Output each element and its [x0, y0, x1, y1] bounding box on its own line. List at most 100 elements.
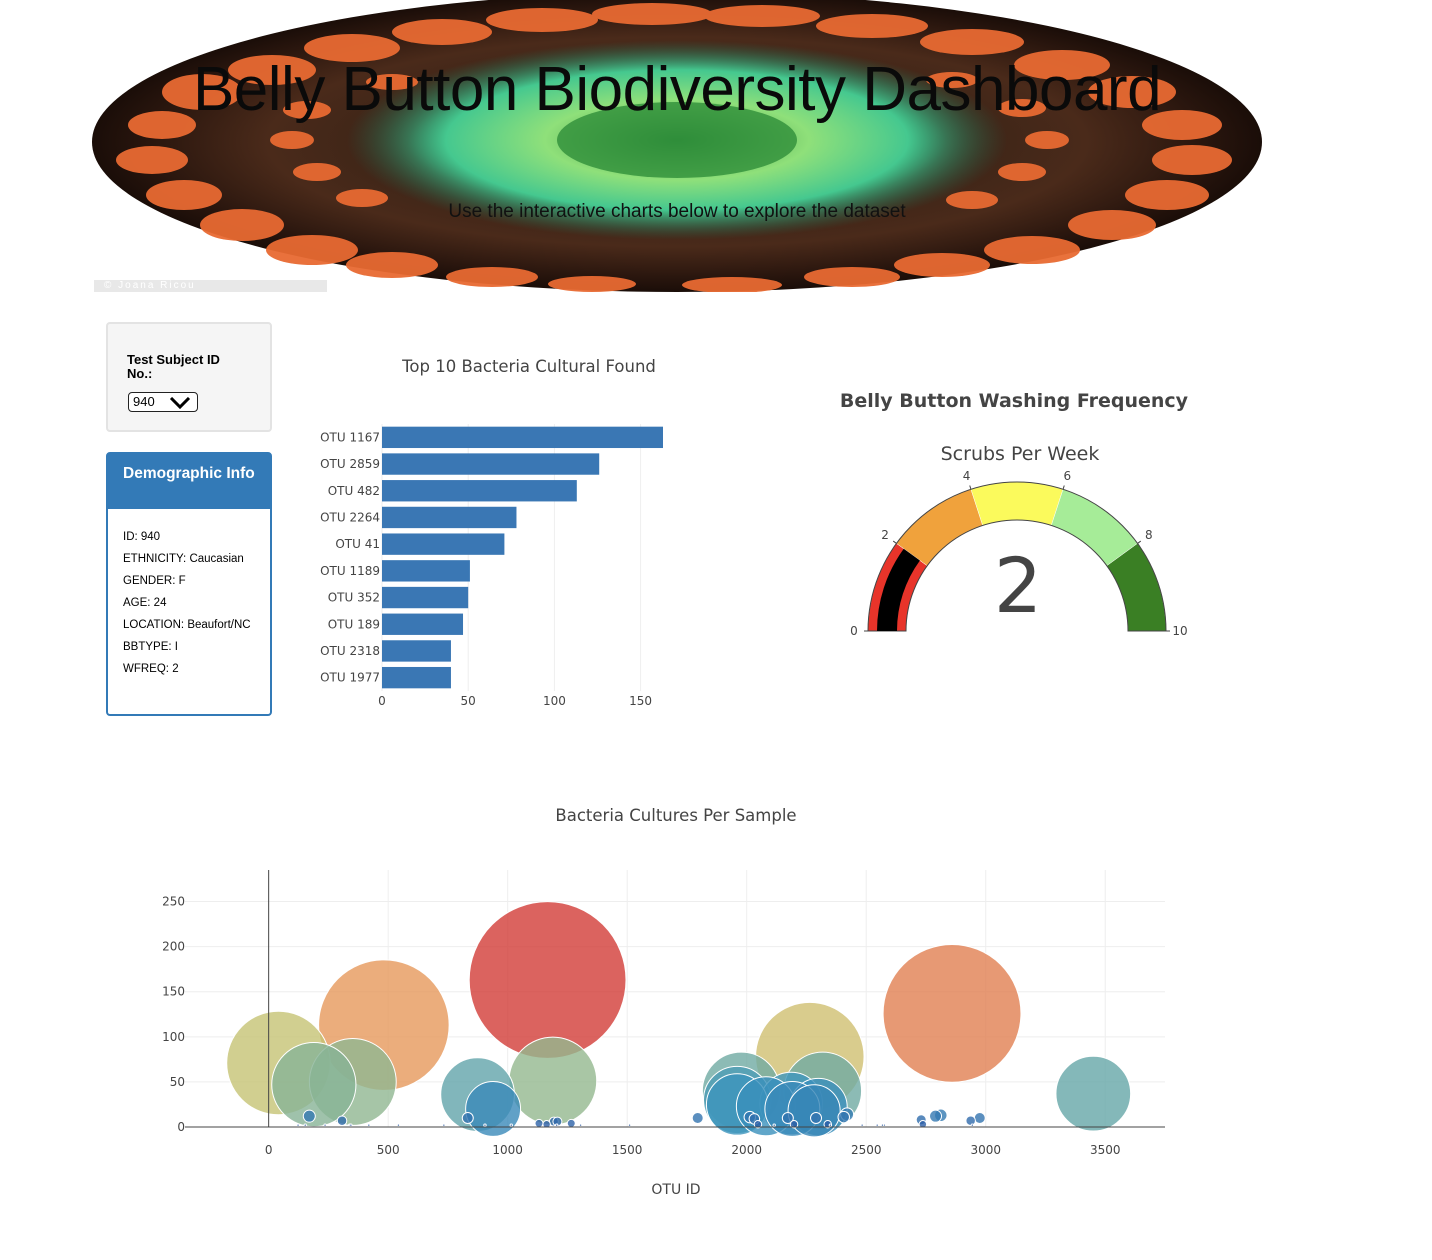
bar-chart-y-labels: OTU 1167 OTU 2859 OTU 482 OTU 2264 OTU 41 OTU… — [320, 430, 380, 684]
gauge-tick-label: 2 — [881, 528, 889, 542]
bubble-point — [781, 1111, 794, 1124]
bubble-x-axis-label: OTU ID — [651, 1182, 700, 1198]
bar — [382, 640, 451, 662]
bubble-point — [349, 1123, 353, 1127]
bubble-point — [973, 1111, 986, 1124]
bubble-point — [627, 1123, 632, 1127]
bar — [382, 506, 517, 529]
bubble-y-tick-label: 250 — [162, 895, 185, 909]
bubble-y-tick-label: 200 — [162, 940, 185, 954]
gauge-tick-label: 10 — [1172, 624, 1187, 638]
bubble-point — [965, 1115, 976, 1126]
chevron-down-icon — [169, 396, 191, 413]
gauge-step — [970, 481, 1064, 526]
petri-dish-image — [92, 0, 1262, 292]
bubble-point — [336, 1115, 348, 1126]
bubble-x-tick-label: 2000 — [731, 1143, 762, 1157]
bubble-point — [810, 1111, 823, 1124]
bubble-point — [860, 1123, 864, 1127]
demographic-ethnicity: ETHNICITY: Caucasian — [123, 553, 244, 565]
subject-id-dropdown[interactable]: 940 — [128, 392, 198, 412]
bar-x-tick-label: 150 — [629, 694, 652, 708]
washing-frequency-gauge[interactable]: Belly Button Washing Frequency Scrubs Pe… — [820, 380, 1220, 660]
bar — [382, 560, 470, 582]
bar-x-tick-label: 50 — [461, 694, 476, 708]
bubble-point — [789, 1120, 799, 1129]
bubble-point — [396, 1123, 401, 1127]
bubble-x-tick-label: 3500 — [1090, 1143, 1121, 1157]
bubble-y-tick-label: 100 — [162, 1030, 185, 1044]
gauge-tick-label: 4 — [963, 469, 971, 483]
gauge-title: Belly Button Washing Frequency — [840, 390, 1189, 412]
bubble-point — [880, 1123, 885, 1127]
gauge-subtitle: Scrubs Per Week — [941, 443, 1100, 465]
bar — [382, 613, 464, 635]
bar-y-tick-label: OTU 1977 — [320, 671, 380, 685]
bar — [382, 426, 663, 449]
bubble-point — [465, 1081, 522, 1137]
bar-chart-bars — [382, 426, 663, 689]
subject-selector-label: Test Subject ID No.: — [127, 352, 220, 381]
bubble-point — [691, 1111, 704, 1124]
bubble-point — [442, 1123, 446, 1127]
bubble-point — [828, 1123, 833, 1127]
bubble-y-tick-label: 150 — [162, 985, 185, 999]
demographic-info-heading: Demographic Info — [108, 454, 270, 509]
top-bacteria-bar-chart[interactable]: Top 10 Bacteria Cultural Found OTU 1167O… — [300, 340, 700, 720]
demographic-age: AGE: 24 — [123, 597, 167, 609]
gauge-value-bar — [877, 548, 920, 631]
bar — [382, 666, 451, 689]
gauge-tick-label: 8 — [1145, 528, 1153, 542]
bar-y-tick-label: OTU 1189 — [320, 564, 380, 578]
bar-x-tick-label: 0 — [378, 694, 386, 708]
subject-selector-panel: Test Subject ID No.: 940 — [106, 322, 272, 432]
bubble-point — [534, 1118, 544, 1128]
bar-y-tick-label: OTU 189 — [328, 617, 380, 631]
page-subtitle: Use the interactive charts below to expl… — [448, 201, 906, 222]
bubble-x-tick-label: 500 — [377, 1143, 400, 1157]
bubble-point — [302, 1109, 316, 1123]
bubble-point — [461, 1111, 474, 1124]
demographic-bbtype: BBTYPE: I — [123, 641, 178, 653]
bar-y-tick-label: OTU 2264 — [320, 510, 380, 524]
demographic-id: ID: 940 — [123, 531, 161, 543]
bar — [382, 480, 577, 502]
gauge-tick — [969, 485, 972, 490]
gauge-value-number: 2 — [994, 541, 1042, 630]
bubble-point — [753, 1120, 763, 1129]
bubble-chart-title: Bacteria Cultures Per Sample — [555, 806, 796, 825]
bar-x-tick-label: 100 — [543, 694, 566, 708]
bubble-point — [566, 1118, 576, 1128]
bubble-point — [303, 1123, 307, 1127]
bubble-point — [367, 1123, 371, 1127]
demographic-location: LOCATION: Beaufort/NC — [123, 619, 251, 631]
bubble-chart-axes: 0 500 1000 1500 2000 2500 3000 3500 0 50 100 150 200… — [162, 870, 1165, 1157]
gauge-outline — [867, 481, 1167, 632]
bubble-x-tick-label: 3000 — [970, 1143, 1001, 1157]
gauge-value-fill — [877, 548, 920, 631]
bubble-point — [929, 1109, 943, 1123]
bubble-point — [509, 1123, 513, 1127]
gauge-tick — [892, 540, 897, 544]
image-credit: © Joana Ricou — [94, 280, 327, 292]
gauge-tick — [1062, 485, 1065, 490]
bar — [382, 453, 600, 475]
page-title: Belly Button Biodiversity Dashboard — [192, 55, 1162, 124]
bubble-point — [787, 1084, 841, 1138]
demographic-info-body: ID: 940 ETHNICITY: Caucasian GENDER: F A… — [108, 509, 270, 675]
bubble-point — [483, 1123, 487, 1127]
bubble-y-tick-label: 0 — [177, 1120, 185, 1134]
bubble-point — [542, 1120, 551, 1129]
gauge-ticks: 0 2 4 6 8 10 — [850, 469, 1187, 638]
demographic-gender: GENDER: F — [123, 575, 186, 587]
bar — [382, 586, 469, 609]
bubble-x-tick-label: 1000 — [492, 1143, 523, 1157]
gauge-tick-label: 0 — [850, 624, 858, 638]
bubble-point — [772, 1123, 776, 1127]
bacteria-bubble-chart[interactable]: Bacteria Cultures Per Sample 0 500 1000 150… — [140, 790, 1200, 1210]
demographic-info-panel: Demographic Info ID: 940 ETHNICITY: Cauc… — [106, 452, 272, 716]
bubble-point — [296, 1123, 300, 1127]
bar-y-tick-label: OTU 41 — [335, 537, 380, 551]
bar — [382, 533, 505, 555]
bubble-x-tick-label: 0 — [265, 1143, 273, 1157]
